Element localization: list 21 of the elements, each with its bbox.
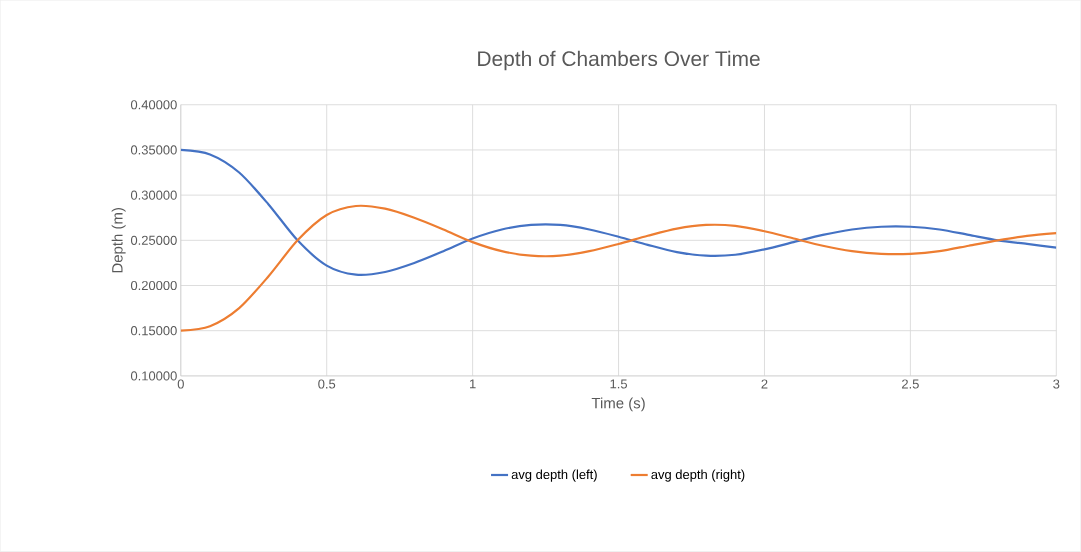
y-tick-label: 0.35000: [130, 145, 177, 155]
legend-label: avg depth (left): [511, 469, 597, 482]
y-tick-label: 0.15000: [130, 326, 177, 336]
y-tick-label: 0.10000: [130, 371, 177, 381]
line-series: [180, 204, 1057, 332]
y-tick-label: 0.20000: [130, 281, 177, 291]
x-tick-label: 0.5: [318, 379, 336, 389]
x-axis-title: Time (s): [591, 397, 645, 412]
legend-label: avg depth (right): [651, 469, 745, 482]
chart-title: Depth of Chambers Over Time: [478, 50, 760, 71]
y-tick-label: 0.30000: [130, 190, 177, 200]
y-tick-label: 0.40000: [130, 100, 177, 110]
x-tick-label: 2.5: [902, 379, 919, 389]
x-tick-label: 1: [470, 379, 476, 389]
line-series: [180, 148, 1057, 277]
y-axis-title: Depth (m): [111, 208, 126, 273]
x-tick-label: 3: [1053, 379, 1060, 389]
x-tick-label: 0: [177, 379, 184, 389]
x-tick-label: 2: [761, 379, 768, 389]
y-tick-label: 0.25000: [130, 235, 177, 246]
x-tick-label: 1.5: [610, 379, 628, 389]
